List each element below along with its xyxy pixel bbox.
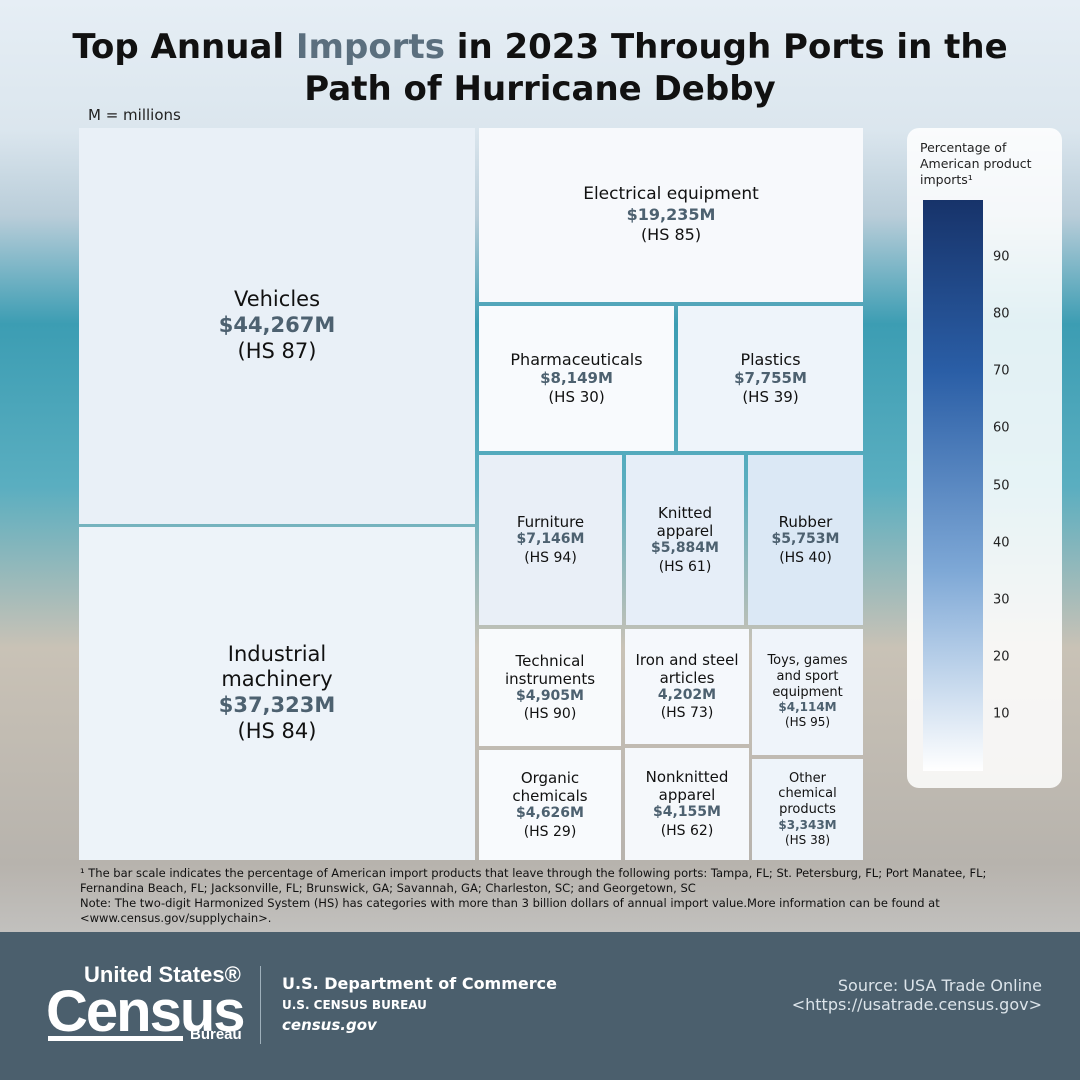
tile-name: Furniture <box>516 513 585 532</box>
tile-hs: (HS 94) <box>524 549 577 566</box>
tile-hs: (HS 84) <box>237 719 317 744</box>
treemap-tile: Vehicles $44,267M (HS 87) <box>79 128 475 524</box>
treemap-tile: Industrial machinery $37,323M (HS 84) <box>79 527 475 860</box>
tile-hs: (HS 62) <box>660 822 714 839</box>
tile-name: Toys, games and sport equipment <box>767 653 848 700</box>
tile-name: Technical instruments <box>504 651 596 688</box>
treemap-tile: Toys, games and sport equipment $4,114M (H… <box>752 629 863 755</box>
unit-note: M = millions <box>88 106 181 124</box>
treemap-tile: Other chemical products $3,343M (HS 38) <box>752 759 863 860</box>
treemap-tile: Technical instruments $4,905M (HS 90) <box>479 629 621 746</box>
source-text: Source: USA Trade Online <box>837 976 1042 995</box>
title-part: Top Annual <box>72 27 296 67</box>
legend-title: Percentage of American product imports¹ <box>920 140 1032 187</box>
tile-hs: (HS 61) <box>658 558 712 575</box>
tile-name: Industrial machinery <box>221 641 333 691</box>
tile-name: Knitted apparel <box>656 504 714 541</box>
tile-hs: (HS 85) <box>640 224 702 244</box>
legend-tick-label: 20 <box>993 649 1010 665</box>
tile-value: $4,155M <box>653 804 721 821</box>
footnote: ¹ The bar scale indicates the percentage… <box>80 866 987 895</box>
tile-value: $4,114M <box>778 700 837 715</box>
tile-name: Iron and steel articles <box>635 650 739 687</box>
treemap-tile: Organic chemicals $4,626M (HS 29) <box>479 750 621 860</box>
tile-value: $44,267M <box>218 312 336 337</box>
bureau: U.S. CENSUS BUREAU <box>282 998 427 1012</box>
tile-name: Nonknitted apparel <box>645 768 729 805</box>
treemap-tile: Knitted apparel $5,884M (HS 61) <box>626 455 744 625</box>
tile-value: $8,149M <box>540 368 613 387</box>
logo-text: United States® <box>84 962 241 987</box>
site: census.gov <box>282 1016 377 1034</box>
tile-name: Organic chemicals <box>512 769 588 806</box>
legend-tick-label: 10 <box>993 706 1010 722</box>
tile-name: Vehicles <box>233 286 321 311</box>
legend-tick-label: 70 <box>993 363 1010 379</box>
tile-hs: (HS 29) <box>523 823 577 840</box>
logo-text: Census <box>46 979 246 1044</box>
source: Source: USA Trade Online <https://usatrad… <box>792 976 1042 1014</box>
tile-hs: (HS 73) <box>660 705 714 722</box>
treemap-tile: Iron and steel articles 4,202M (HS 73) <box>625 629 749 744</box>
tile-hs: (HS 87) <box>237 339 317 364</box>
treemap-tile: Pharmaceuticals $8,149M (HS 30) <box>479 306 674 451</box>
tile-value: $37,323M <box>218 692 336 717</box>
divider <box>260 966 261 1044</box>
tile-value: $5,884M <box>651 540 719 557</box>
title-part: in 2023 Through Ports in the Path of Hur… <box>304 27 1008 109</box>
treemap-tile: Nonknitted apparel $4,155M (HS 62) <box>625 748 749 860</box>
logo-swoosh <box>48 1036 183 1041</box>
source-url: <https://usatrade.census.gov> <box>791 995 1042 1014</box>
chart-title: Top Annual Imports in 2023 Through Ports… <box>40 26 1040 110</box>
tile-value: $19,235M <box>626 204 716 224</box>
logo-text: Bureau <box>190 1026 242 1043</box>
tile-name: Pharmaceuticals <box>510 349 643 369</box>
department: U.S. Department of Commerce <box>282 974 557 993</box>
tile-value: $7,755M <box>734 368 807 387</box>
legend-tick-label: 80 <box>993 306 1010 322</box>
treemap-tile: Furniture $7,146M (HS 94) <box>479 455 622 625</box>
tile-hs: (HS 95) <box>784 715 831 730</box>
legend-tick-label: 50 <box>993 478 1010 493</box>
color-bar <box>923 200 983 771</box>
tile-hs: (HS 39) <box>742 387 799 406</box>
tile-hs: (HS 30) <box>548 387 605 406</box>
title-part: Imports <box>295 27 445 67</box>
footer: United States® Census Bureau U.S. Depart… <box>0 932 1080 1080</box>
tile-hs: (HS 38) <box>784 832 831 847</box>
treemap-tile: Electrical equipment $19,235M (HS 85) <box>479 128 863 302</box>
tile-value: 4,202M <box>657 686 717 703</box>
tile-name: Rubber <box>778 513 833 532</box>
footnotes: ¹ The bar scale indicates the percentage… <box>80 866 1040 926</box>
tile-hs: (HS 90) <box>523 706 577 723</box>
treemap-tile: Rubber $5,753M (HS 40) <box>748 455 863 625</box>
footnote: Note: The two-digit Harmonized System (H… <box>80 896 940 925</box>
tile-value: $5,753M <box>771 531 840 548</box>
tile-name: Plastics <box>740 349 801 369</box>
tile-value: $4,626M <box>516 805 584 822</box>
legend-tick-label: 30 <box>993 592 1010 608</box>
tile-value: $3,343M <box>778 817 837 832</box>
legend-tick-label: 60 <box>993 420 1010 436</box>
tile-hs: (HS 40) <box>779 549 832 566</box>
tile-name: Electrical equipment <box>583 184 759 205</box>
tile-value: $4,905M <box>516 687 584 704</box>
legend-tick-label: 40 <box>993 535 1010 551</box>
tile-value: $7,146M <box>516 531 585 548</box>
treemap-tile: Plastics $7,755M (HS 39) <box>678 306 863 451</box>
tile-name: Other chemical products <box>778 770 837 817</box>
legend-tick-label: 90 <box>993 249 1010 265</box>
